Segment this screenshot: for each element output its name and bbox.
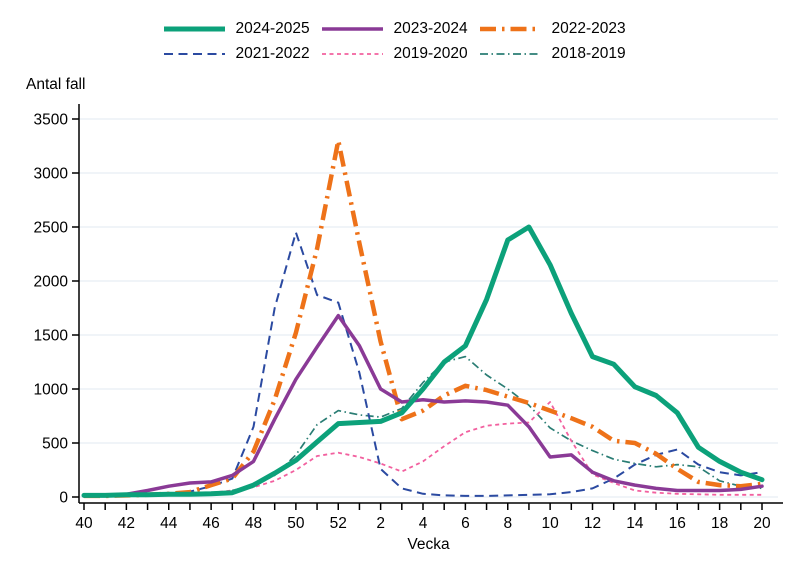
- x-axis-title: Vecka: [407, 536, 450, 553]
- x-tick-label: 8: [503, 515, 512, 532]
- legend-label: 2024-2025: [235, 20, 310, 37]
- x-tick-label: 4: [419, 515, 428, 532]
- legend-line-sample-2019-2020: [321, 45, 384, 63]
- x-tick-label: 52: [330, 515, 347, 532]
- legend-swatch-svg: [163, 26, 225, 32]
- y-tick-label: 2000: [34, 274, 69, 291]
- legend-item-2021-2022: 2021-2022: [163, 45, 321, 63]
- x-tick-label: 48: [245, 515, 262, 532]
- series-line-2018-2019: [84, 355, 763, 498]
- legend-line-sample-2021-2022: [163, 45, 226, 63]
- legend-label: 2018-2019: [551, 45, 626, 62]
- y-tick-label: 3500: [34, 112, 69, 129]
- legend-item-2024-2025: 2024-2025: [163, 20, 321, 38]
- legend-swatch-svg: [479, 53, 541, 55]
- legend-line-sample-2023-2024: [321, 20, 384, 38]
- y-axis-title: Antal fall: [26, 76, 86, 93]
- legend-label: 2022-2023: [551, 20, 626, 37]
- x-tick-label: 12: [584, 515, 601, 532]
- x-tick-label: 18: [711, 515, 728, 532]
- y-tick-label: 3000: [34, 166, 69, 183]
- legend-item-2022-2023: 2022-2023: [479, 20, 637, 38]
- legend-label: 2023-2024: [393, 20, 468, 37]
- legend-swatch-svg: [321, 53, 383, 55]
- legend-line-sample-2024-2025: [163, 20, 226, 38]
- legend-swatch-svg: [479, 26, 541, 32]
- y-tick-label: 500: [42, 436, 68, 453]
- y-tick-label: 1500: [34, 328, 69, 345]
- x-tick-label: 20: [753, 515, 771, 532]
- series-line-2021-2022: [84, 231, 763, 498]
- x-tick-label: 40: [75, 515, 93, 532]
- legend-item-2018-2019: 2018-2019: [479, 45, 637, 63]
- x-tick-label: 42: [118, 515, 135, 532]
- series-line-2022-2023: [84, 138, 763, 499]
- x-tick-label: 6: [461, 515, 470, 532]
- x-tick-label: 10: [542, 515, 560, 532]
- x-tick-label: 16: [669, 515, 686, 532]
- legend-label: 2021-2022: [235, 45, 310, 62]
- legend-line-sample-2018-2019: [479, 45, 542, 63]
- chart-legend: 2024-2025 2023-2024 2022-2023 2021-2022 …: [0, 20, 799, 63]
- x-tick-label: 50: [287, 515, 305, 532]
- legend-row-1: 2024-2025 2023-2024 2022-2023: [163, 20, 637, 38]
- x-tick-label: 46: [203, 515, 220, 532]
- x-tick-label: 14: [626, 515, 644, 532]
- legend-swatch-svg: [163, 53, 225, 55]
- series-line-2024-2025: [81, 224, 765, 498]
- legend-label: 2019-2020: [393, 45, 468, 62]
- y-tick-label: 0: [59, 490, 68, 507]
- legend-item-2023-2024: 2023-2024: [321, 20, 479, 38]
- legend-row-2: 2021-2022 2019-2020 2018-2019: [163, 45, 637, 63]
- y-tick-label: 2500: [34, 220, 69, 237]
- x-tick-label: 44: [160, 515, 178, 532]
- x-tick-label: 2: [376, 515, 385, 532]
- series-line-2023-2024: [82, 313, 764, 498]
- legend-item-2019-2020: 2019-2020: [321, 45, 479, 63]
- y-tick-label: 1000: [34, 382, 69, 399]
- legend-line-sample-2022-2023: [479, 20, 542, 38]
- legend-swatch-svg: [321, 27, 383, 31]
